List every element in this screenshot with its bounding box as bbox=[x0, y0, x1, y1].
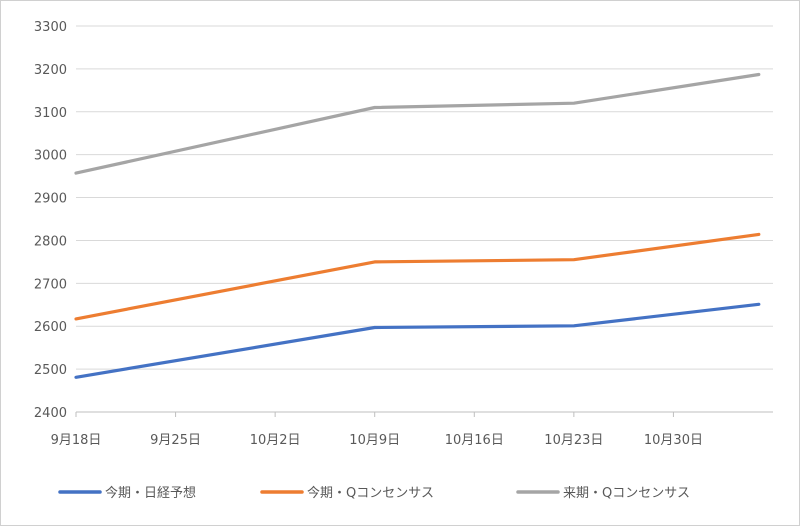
x-axis: 9月18日 9月25日 10月2日 10月9日 10月16日 10月23日 10月30日 bbox=[51, 411, 773, 448]
y-tick-label: 2400 bbox=[34, 406, 67, 421]
x-tick-label: 10月30日 bbox=[644, 433, 703, 448]
y-tick-label: 3100 bbox=[34, 106, 67, 121]
legend: 今期・日経予想 今期・Qコンセンサス 来期・Qコンセンサス bbox=[58, 485, 690, 501]
series-lines bbox=[74, 72, 761, 379]
x-tick-label: 10月23日 bbox=[544, 433, 603, 448]
y-tick-label: 3000 bbox=[34, 149, 67, 164]
x-tick-label: 9月25日 bbox=[150, 433, 201, 448]
y-tick-label: 2800 bbox=[34, 234, 67, 249]
y-tick-label: 3300 bbox=[34, 20, 67, 35]
y-tick-label: 3200 bbox=[34, 63, 67, 78]
x-tick-label: 10月2日 bbox=[250, 433, 301, 448]
series-line-1 bbox=[74, 302, 761, 379]
x-tick-label: 9月18日 bbox=[51, 433, 102, 448]
y-tick-label: 2600 bbox=[34, 320, 67, 335]
legend-label: 今期・Qコンセンサス bbox=[307, 485, 434, 501]
series-line-3 bbox=[74, 72, 761, 175]
legend-label: 来期・Qコンセンサス bbox=[563, 486, 690, 501]
gridlines bbox=[76, 25, 773, 370]
y-tick-label: 2500 bbox=[34, 363, 67, 378]
y-tick-label: 2900 bbox=[34, 192, 67, 207]
legend-label: 今期・日経予想 bbox=[105, 485, 196, 501]
y-tick-label: 2700 bbox=[34, 277, 67, 292]
series-line-2 bbox=[74, 232, 761, 321]
y-axis-ticks: 2400 2500 2600 2700 2800 2900 3000 3100 3200 3300 bbox=[34, 20, 67, 421]
x-tick-label: 10月9日 bbox=[349, 433, 400, 448]
x-tick-label: 10月16日 bbox=[445, 433, 504, 448]
